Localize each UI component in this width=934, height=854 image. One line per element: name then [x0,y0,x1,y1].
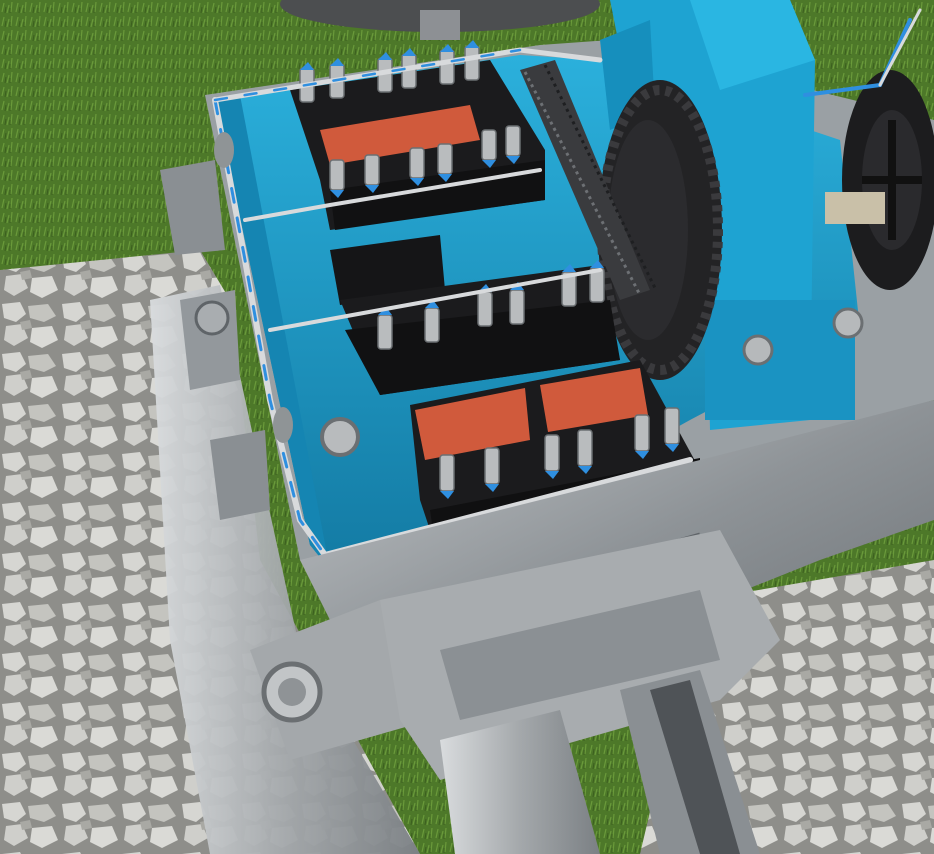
viewport-title: 3D model: railway switch point machine w… [8,847,35,848]
front-mounting-lug[interactable] [250,600,430,760]
base-plate[interactable] [150,285,420,854]
worm-screw[interactable] [520,60,657,300]
motor-shaft-post [420,10,460,40]
terminal-block-middle[interactable] [330,235,620,395]
cable-clip [273,407,293,443]
bolt-icon [742,334,774,366]
mounting-lugs[interactable] [160,160,270,520]
cable-clip [214,132,234,168]
throw-rod[interactable] [380,530,780,854]
bolt-icon [320,417,360,457]
contact-bar [540,368,648,432]
terminal-studs[interactable] [299,45,680,492]
motor-shaft [825,192,885,224]
contact-bar [320,105,480,165]
housing-left-wall [215,95,330,570]
contact-bar [415,388,530,460]
bolt-icon [832,307,864,339]
motor-unit[interactable] [825,70,934,290]
rail[interactable] [620,670,760,854]
